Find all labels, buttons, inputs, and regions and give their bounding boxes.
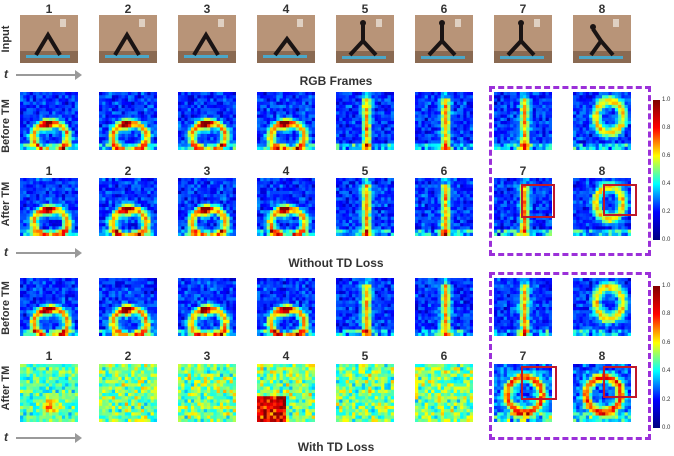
time-arrow-icon [16,433,82,443]
frame-number: 7 [519,349,527,363]
yoga-frame-image [415,15,473,63]
time-arrow-icon [16,248,82,258]
frame-number: 2 [124,2,132,16]
row-label-after-tm: After TM [0,181,12,227]
heatmap-image [99,178,157,236]
heatmap-image [494,278,552,336]
yoga-frame-image [20,15,78,63]
colorbar-icon [653,100,660,240]
dashed-highlight-box-bottom [489,272,651,440]
frame-number: 3 [203,349,211,363]
heatmap-image [336,178,394,236]
caption-without-td-loss: Without TD Loss [288,256,384,270]
colorbar-tick-label: 0.2 [662,209,671,215]
frame-number: 8 [598,164,606,178]
heatmap-image [178,92,236,150]
caption-rgb-frames: RGB Frames [299,74,373,88]
dashed-highlight-box-top [489,86,651,256]
colorbar-tick-label: 1.0 [662,97,671,103]
frame-number: 2 [124,164,132,178]
heatmap-image [20,278,78,336]
frame-number: 1 [45,164,53,178]
yoga-frame-image [573,15,631,63]
frame-number: 5 [361,164,369,178]
heatmap-image [257,92,315,150]
time-label: t [4,245,8,259]
highlight-region-box [521,366,557,400]
yoga-frame-image [494,15,552,63]
row-label-input: Input [0,25,12,53]
heatmap-image [494,178,552,236]
frame-number: 7 [519,164,527,178]
frame-number: 4 [282,349,290,363]
colorbar-tick-label: 1.0 [662,283,671,289]
frame-number: 4 [282,2,290,16]
heatmap-image [20,364,78,422]
time-label: t [4,67,8,81]
frame-number: 8 [598,349,606,363]
highlight-region-box [521,184,555,218]
heatmap-image [20,178,78,236]
heatmap-image [415,178,473,236]
caption-with-td-loss: With TD Loss [297,440,375,454]
colorbar-tick-label: 0.2 [662,396,671,403]
yoga-frame-image [336,15,394,63]
heatmap-image [415,92,473,150]
colorbar-tick-label: 0.4 [662,181,671,187]
row-label-before-tm: Before TM [0,281,12,335]
yoga-frame-image [257,15,315,63]
heatmap-image [494,364,552,422]
frame-number: 6 [440,349,448,363]
heatmap-image [257,178,315,236]
frame-number: 5 [361,349,369,363]
frame-number: 4 [282,164,290,178]
heatmap-image [257,278,315,336]
heatmap-image [573,178,631,236]
frame-number: 8 [598,2,606,16]
frame-number: 1 [45,349,53,363]
heatmap-image [573,364,631,422]
heatmap-image [573,278,631,336]
highlight-region-box [603,366,637,398]
colorbar-tick-label: 0.6 [662,339,671,346]
frame-number: 3 [203,2,211,16]
colorbar-tick-label: 0.8 [662,311,671,318]
heatmap-image [99,278,157,336]
heatmap-image [99,364,157,422]
heatmap-image [20,92,78,150]
frame-number: 7 [519,2,527,16]
time-label: t [4,430,8,444]
heatmap-image [257,364,315,422]
heatmap-image [178,178,236,236]
colorbar-tick-label: 0.6 [662,153,671,159]
frame-number: 6 [440,2,448,16]
heatmap-image [178,364,236,422]
heatmap-image [336,278,394,336]
heatmap-image [573,92,631,150]
heatmap-image [415,278,473,336]
highlight-region-box [603,184,637,216]
heatmap-image [336,364,394,422]
frame-number: 1 [45,2,53,16]
frame-number: 5 [361,2,369,16]
frame-number: 6 [440,164,448,178]
frame-number: 2 [124,349,132,363]
colorbar-tick-label: 0.0 [662,425,671,431]
heatmap-image [336,92,394,150]
yoga-frame-image [178,15,236,63]
colorbar-tick-label: 0.4 [662,368,671,375]
heatmap-image [415,364,473,422]
heatmap-image [99,92,157,150]
heatmap-image [178,278,236,336]
colorbar-icon [653,286,660,428]
colorbar-tick-label: 0.8 [662,125,671,131]
colorbar-tick-label: 0.0 [662,237,671,243]
row-label-after-tm: After TM [0,365,12,411]
row-label-before-tm: Before TM [0,99,12,153]
time-arrow-icon [16,70,82,80]
yoga-frame-image [99,15,157,63]
heatmap-image [494,92,552,150]
frame-number: 3 [203,164,211,178]
